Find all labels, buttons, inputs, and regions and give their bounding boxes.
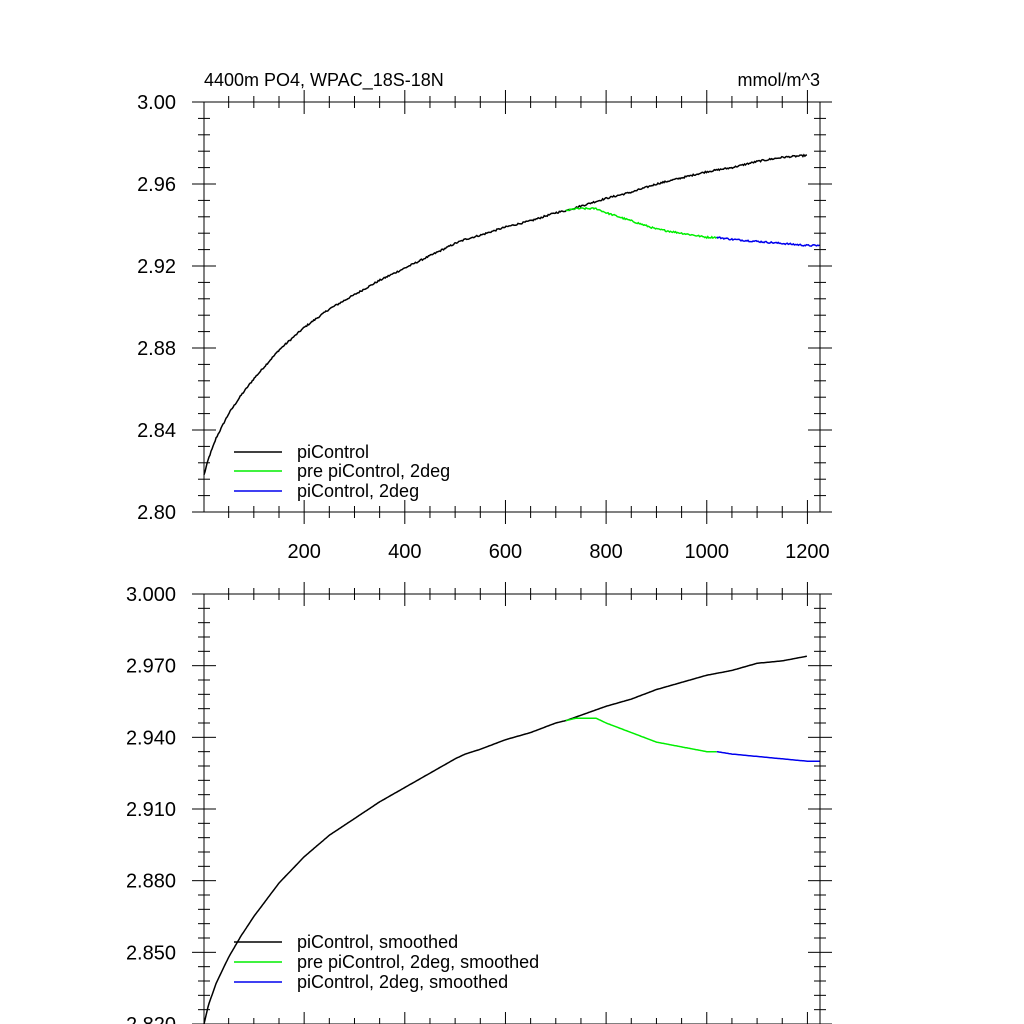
legend-label-1: pre piControl, 2deg [297, 461, 450, 481]
y-tick-label: 3.000 [126, 584, 176, 606]
y-tick-label: 2.940 [126, 727, 176, 749]
plot-frame [203, 101, 821, 513]
series-line-1 [565, 206, 718, 240]
x-tick-label: 200 [287, 541, 320, 563]
x-tick-label: 400 [388, 541, 421, 563]
x-tick-label: 1200 [785, 541, 830, 563]
x-tick-label: 800 [589, 541, 622, 563]
y-tick-label: 2.88 [137, 338, 176, 360]
y-tick-label: 2.850 [126, 942, 176, 964]
y-tick-label: 2.820 [126, 1014, 176, 1024]
bottom-chart-panel: 2.820 2.850 2.880 2.910 2.940 2.970 3.000 piCo… [126, 582, 832, 1024]
series-line-0 [203, 153, 808, 476]
y-tick-label: 3.00 [137, 92, 176, 114]
series-line-1 [565, 717, 717, 753]
legend-label-2: piControl, 2deg, smoothed [297, 972, 508, 992]
y-tick-label: 2.880 [126, 871, 176, 893]
chart-title: 4400m PO4, WPAC_18S-18N [204, 70, 444, 91]
y-tick-label: 2.910 [126, 799, 176, 821]
top-chart-panel: 4400m PO4, WPAC_18S-18N mmol/m^3 2.802.8… [137, 70, 832, 563]
y-tick-label: 2.92 [137, 256, 176, 278]
x-tick-label: 1000 [685, 541, 730, 563]
legend-label-0: piControl [297, 442, 369, 462]
y-tick-labels: 2.820 2.850 2.880 2.910 2.940 2.970 3.000 [126, 584, 176, 1024]
legend: piControl, smoothed pre piControl, 2deg,… [234, 932, 539, 992]
y-tick-label: 2.970 [126, 656, 176, 678]
x-tick-label: 600 [489, 541, 522, 563]
y-tick-labels: 2.80 2.84 2.88 2.92 2.96 3.00 [137, 92, 176, 524]
series-lines [203, 655, 820, 1024]
units-label: mmol/m^3 [738, 70, 820, 90]
axis-ticks [192, 90, 832, 524]
series-line-0 [203, 655, 808, 1024]
series-line-2 [716, 236, 820, 247]
plot-frame [203, 593, 821, 1024]
series-line-2 [716, 750, 820, 762]
x-tick-labels: 200 400 600 800 1000 1200 [287, 541, 829, 563]
series-lines [203, 153, 820, 476]
y-tick-label: 2.84 [137, 420, 176, 442]
legend-label-2: piControl, 2deg [297, 481, 419, 501]
legend: piControl pre piControl, 2deg piControl,… [234, 442, 450, 501]
y-tick-label: 2.96 [137, 174, 176, 196]
axis-ticks [192, 582, 832, 1024]
y-tick-label: 2.80 [137, 502, 176, 524]
legend-label-0: piControl, smoothed [297, 932, 458, 952]
legend-label-1: pre piControl, 2deg, smoothed [297, 952, 539, 972]
